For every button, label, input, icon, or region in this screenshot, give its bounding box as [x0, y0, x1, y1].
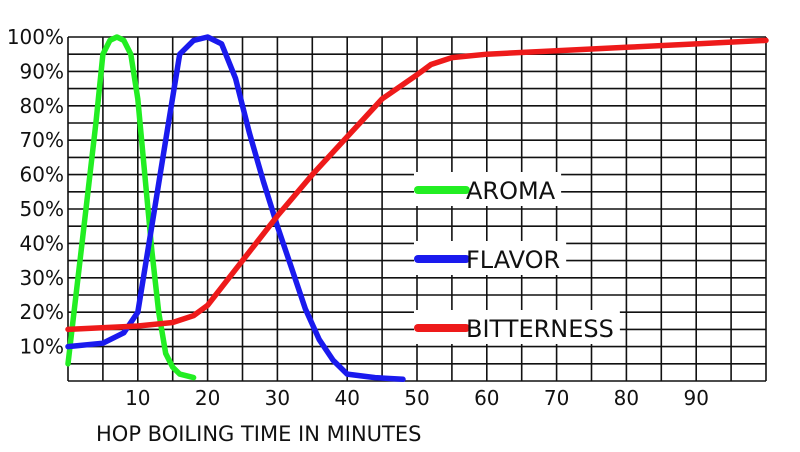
y-tick-label: 60%: [20, 163, 64, 187]
x-tick-label: 50: [404, 386, 429, 410]
series-line-bitterness: [65, 37, 769, 333]
x-axis-tick-labels: 10 20 30 40 50 60 70 80 90: [125, 386, 709, 410]
legend-label-flavor: FLAVOR: [466, 246, 560, 274]
x-tick-label: 40: [334, 386, 359, 410]
y-tick-label: 40%: [20, 231, 64, 255]
x-tick-label: 10: [125, 386, 150, 410]
y-tick-label: 10%: [20, 335, 64, 359]
y-tick-label: 100%: [7, 25, 64, 49]
y-tick-label: 90%: [20, 59, 64, 83]
legend-label-bitterness: BITTERNESS: [466, 315, 614, 343]
series-line-flavor: [65, 34, 406, 383]
x-tick-label: 80: [614, 386, 639, 410]
y-tick-label: 30%: [20, 266, 64, 290]
y-tick-label: 70%: [20, 128, 64, 152]
x-tick-label: 70: [544, 386, 569, 410]
y-axis-tick-labels: 10% 20% 30% 40% 50% 60% 70% 80% 90% 100%: [7, 25, 64, 359]
x-tick-label: 60: [474, 386, 499, 410]
y-tick-label: 20%: [20, 300, 64, 324]
y-tick-label: 80%: [20, 94, 64, 118]
legend-label-aroma: AROMA: [466, 177, 556, 205]
x-tick-label: 20: [195, 386, 220, 410]
x-tick-label: 30: [265, 386, 290, 410]
series-lines: [65, 34, 769, 383]
x-tick-label: 90: [683, 386, 708, 410]
legend: AROMA FLAVOR BITTERNESS: [414, 172, 620, 344]
series-line-aroma: [65, 34, 197, 381]
x-axis-label: HOP BOILING TIME IN MINUTES: [96, 422, 421, 446]
y-tick-label: 50%: [20, 197, 64, 221]
